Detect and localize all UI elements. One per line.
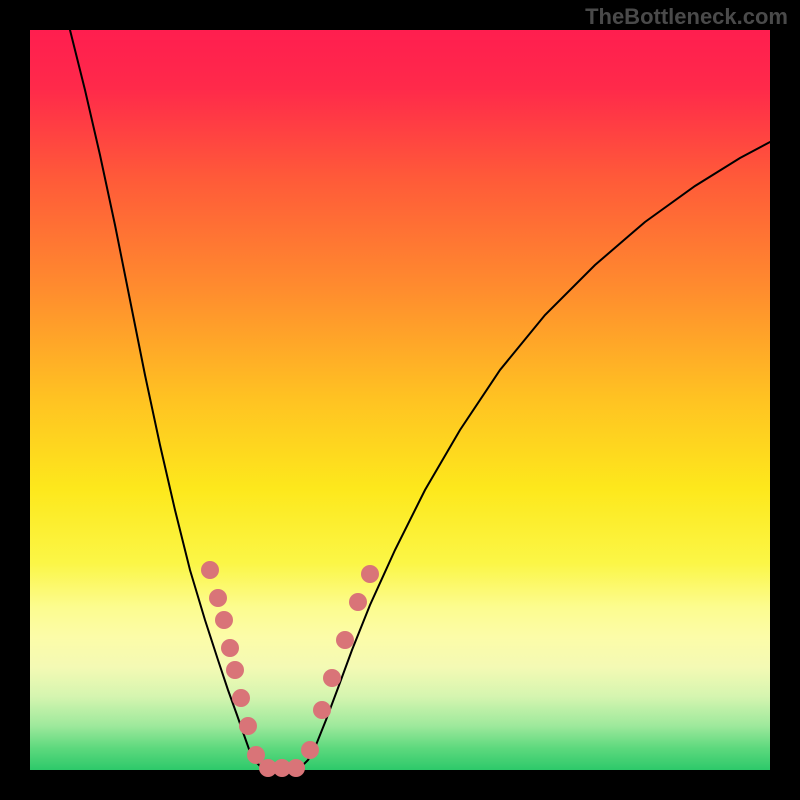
bottleneck-chart [0,0,800,800]
chart-container: TheBottleneck.com [0,0,800,800]
attribution-text: TheBottleneck.com [585,4,788,30]
